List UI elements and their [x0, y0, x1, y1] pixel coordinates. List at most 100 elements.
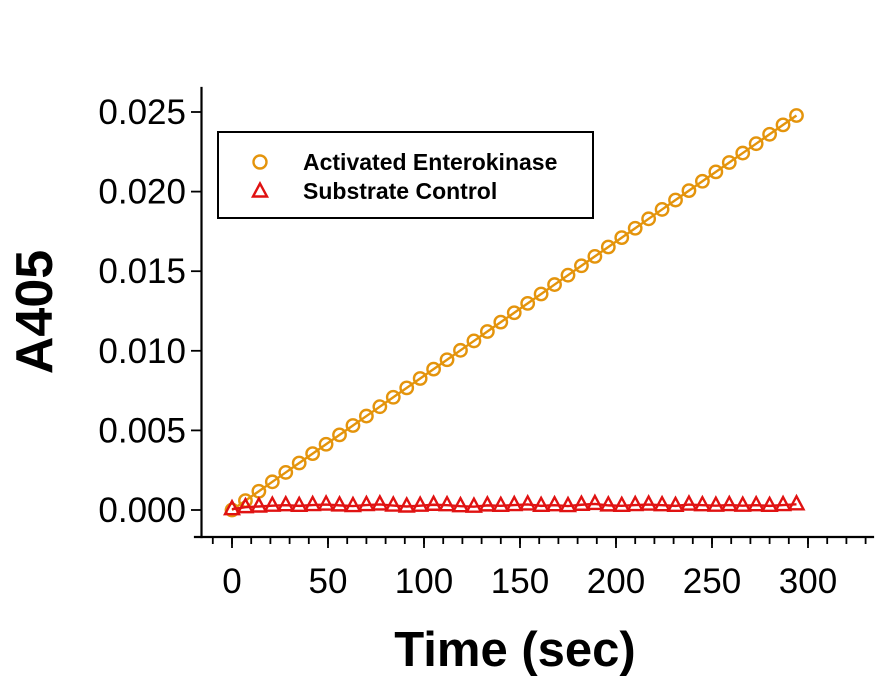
activated-enterokinase-point-circle: [681, 183, 697, 199]
activated-enterokinase-point-circle: [345, 418, 361, 433]
x-tick-label: 150: [491, 562, 549, 601]
substrate-control-line: [231, 502, 797, 511]
substrate-control-point-triangle: [290, 495, 309, 513]
activated-enterokinase-point-circle: [318, 436, 334, 452]
activated-enterokinase-point-circle: [654, 202, 670, 217]
activated-enterokinase-point-circle: [721, 155, 737, 170]
substrate-control-point-triangle: [317, 494, 336, 511]
substrate-control-point-triangle: [303, 494, 322, 512]
axes: 0 50 100 150 200 250 300 0.000 0.005 0.010 0.015 0.…: [98, 86, 875, 601]
substrate-control-point-triangle: [451, 495, 470, 513]
substrate-control-point-triangle: [787, 493, 806, 511]
legend: Activated Enterokinase Substrate Control: [217, 131, 594, 219]
activated-enterokinase-point-circle: [520, 295, 536, 311]
activated-enterokinase-point-circle: [627, 220, 643, 236]
substrate-control-point-triangle: [384, 495, 403, 512]
activated-enterokinase-point-circle: [614, 230, 630, 246]
activated-enterokinase-point-circle: [332, 427, 347, 443]
activated-enterokinase-line: [231, 114, 798, 511]
substrate-control-point-triangle: [545, 494, 564, 512]
legend-box: [217, 131, 594, 219]
x-tick-label: 250: [683, 562, 741, 601]
substrate-control-point-triangle: [424, 494, 443, 511]
legend-label-substrate-control: Substrate Control: [303, 178, 497, 204]
activated-enterokinase-point-circle: [493, 314, 509, 330]
triangle-marker-icon: [250, 180, 270, 198]
activated-enterokinase-point-circle: [453, 342, 468, 358]
y-tick-label: 0.015: [98, 252, 186, 291]
substrate-control-point-triangle: [626, 494, 645, 512]
substrate-control-point-triangle: [558, 495, 578, 513]
substrate-control-point-triangle: [747, 494, 766, 512]
circle-marker-icon: [252, 154, 268, 170]
x-tick-label: 100: [395, 562, 453, 601]
activated-enterokinase-point-circle: [789, 108, 804, 123]
substrate-control-point-triangle: [585, 493, 604, 511]
activated-enterokinase-point-circle: [708, 164, 724, 180]
substrate-control-point-triangle: [733, 495, 752, 512]
substrate-control-point-triangle: [397, 495, 416, 513]
activated-enterokinase-point-circle: [466, 333, 482, 349]
substrate-control-point-triangle: [679, 494, 698, 511]
substrate-control-point-triangle: [276, 494, 295, 512]
activated-enterokinase-point-circle: [305, 446, 321, 462]
activated-enterokinase-point-circle: [762, 126, 777, 142]
activated-enterokinase-point-circle: [479, 324, 495, 339]
activated-enterokinase-point-circle: [278, 465, 294, 480]
activated-enterokinase-point-circle: [560, 267, 576, 283]
substrate-control-point-triangle: [343, 495, 362, 513]
activated-enterokinase-point-circle: [385, 389, 401, 405]
x-axis-title: Time (sec): [394, 623, 635, 677]
activated-enterokinase-point-circle: [358, 408, 374, 424]
activated-enterokinase-point-circle: [748, 136, 764, 152]
activated-enterokinase-point-circle: [695, 173, 710, 189]
substrate-control-point-triangle: [438, 494, 457, 512]
activated-enterokinase-point-circle: [224, 502, 240, 518]
substrate-control-point-triangle: [774, 494, 793, 512]
substrate-control-point-triangle: [653, 494, 672, 512]
substrate-control-point-triangle: [357, 494, 376, 512]
activated-enterokinase-point-circle: [399, 380, 415, 396]
activated-enterokinase-point-circle: [668, 192, 683, 208]
substrate-control-point-triangle: [330, 494, 349, 512]
data-series: [222, 108, 806, 518]
y-tick-label: 0.010: [98, 332, 186, 371]
x-tick-label: 200: [587, 562, 645, 601]
y-tick-label: 0.005: [98, 411, 186, 450]
activated-enterokinase-point-circle: [600, 239, 616, 255]
activated-enterokinase-point-circle: [412, 371, 428, 386]
y-tick-label: 0.025: [98, 93, 186, 132]
activated-enterokinase-point-circle: [291, 455, 307, 471]
activated-enterokinase-point-circle: [372, 399, 388, 415]
substrate-control-point-triangle: [249, 495, 268, 513]
substrate-control-point-triangle: [760, 495, 779, 513]
activated-enterokinase-point-circle: [735, 145, 751, 161]
x-tick-label: 0: [222, 562, 241, 601]
substrate-control-point-triangle: [572, 494, 591, 511]
substrate-control-point-triangle: [612, 495, 631, 513]
activated-enterokinase-point-circle: [641, 211, 657, 227]
activated-enterokinase-point-circle: [506, 305, 522, 321]
activated-enterokinase-point-circle: [547, 277, 562, 292]
substrate-control-point-triangle: [693, 494, 712, 512]
substrate-control-point-triangle: [464, 496, 483, 513]
substrate-control-point-triangle: [666, 495, 685, 513]
activated-enterokinase-point-circle: [439, 352, 455, 368]
substrate-control-point-triangle: [599, 494, 618, 512]
activated-enterokinase-point-circle: [775, 117, 791, 133]
y-tick-label: 0.000: [98, 491, 186, 530]
substrate-control-point-triangle: [478, 494, 497, 512]
substrate-control-point-triangle: [263, 495, 282, 512]
substrate-control-point-triangle: [411, 495, 430, 512]
substrate-control-point-triangle: [706, 495, 725, 512]
substrate-control-point-triangle: [639, 494, 658, 511]
substrate-control-point-triangle: [222, 498, 242, 516]
activated-enterokinase-point-circle: [426, 361, 441, 377]
legend-label-activated-enterokinase: Activated Enterokinase: [303, 149, 557, 175]
substrate-control-point-triangle: [720, 494, 739, 512]
y-axis-title: A405: [6, 250, 64, 374]
activated-enterokinase-point-circle: [533, 286, 549, 302]
substrate-control-point-triangle: [236, 496, 255, 514]
